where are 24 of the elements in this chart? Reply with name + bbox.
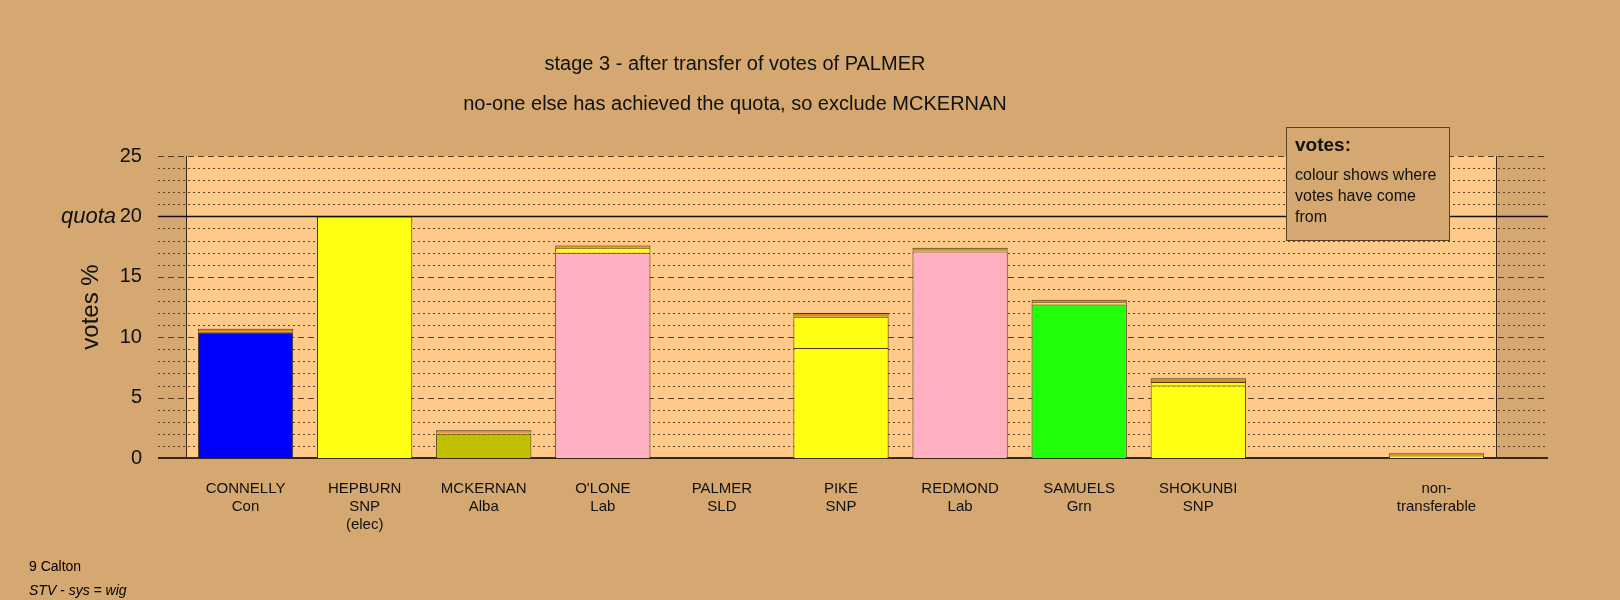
text: 9 Calton — [29, 558, 82, 574]
chart-subtitle: no-one else has achieved the quota, so exclude MCKERNAN — [462, 92, 1008, 115]
x-tick-label: O'LONE Lab — [575, 479, 631, 515]
y-tick-label: 10 — [119, 324, 142, 347]
x-tick-label: non- transferable — [1396, 479, 1477, 515]
x-tick-label: REDMOND Lab — [921, 479, 1000, 515]
legend-title: votes: — [1295, 134, 1352, 156]
x-tick-label: HEPBURN SNP (elec) — [327, 479, 402, 533]
x-tick-label: SHOKUNBI SNP — [1159, 479, 1238, 515]
x-tick-label: PIKE SNP — [823, 479, 859, 515]
x-tick-label: MCKERNAN Alba — [440, 479, 527, 515]
y-axis-title: votes % — [75, 264, 103, 350]
chart-title: stage 3 - after transfer of votes of PALMER — [543, 52, 927, 75]
y-tick-label: 5 — [130, 385, 142, 408]
x-tick-label: SAMUELS Grn — [1043, 479, 1116, 515]
x-tick-label: PALMER SLD — [691, 479, 753, 515]
y-tick-label: 0 — [130, 445, 142, 468]
y-tick-label: 20 — [119, 203, 142, 226]
annotation: colour shows where votes have come from — [1295, 165, 1438, 227]
x-tick-label: CONNELLY Con — [205, 479, 286, 515]
ref-line-label: quota — [60, 202, 116, 228]
y-tick-label: 25 — [119, 143, 142, 166]
y-tick-label: 15 — [119, 264, 142, 287]
text: STV - sys = wig — [29, 582, 127, 598]
